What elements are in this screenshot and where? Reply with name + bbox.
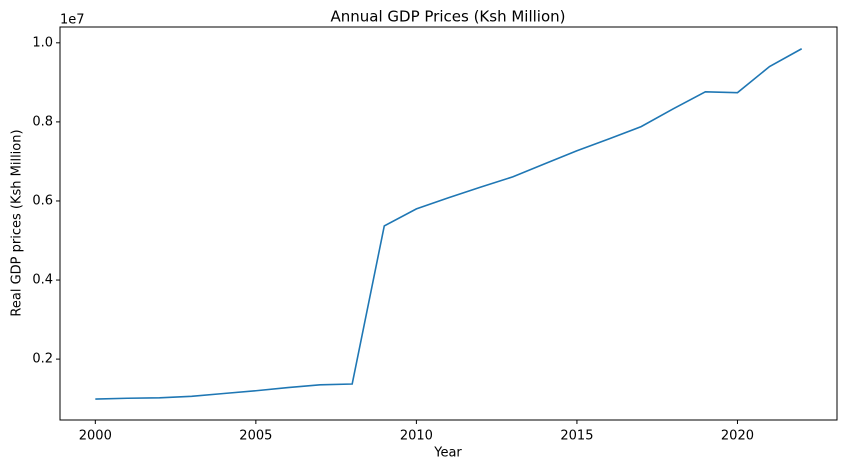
x-tick-label: 2010 bbox=[400, 429, 433, 444]
y-tick-label: 0.4 bbox=[32, 273, 53, 288]
y-tick-label: 0.2 bbox=[32, 352, 53, 367]
line bbox=[95, 48, 803, 400]
plot-frame bbox=[59, 26, 838, 421]
x-axis-label: Year bbox=[433, 446, 462, 461]
y-offset-label: 1e7 bbox=[60, 13, 85, 28]
x-tick-label: 2005 bbox=[239, 429, 272, 444]
y-tick-label: 1.0 bbox=[32, 35, 53, 50]
x-tick-label: 2020 bbox=[721, 429, 754, 444]
y-axis-label: Real GDP prices (Ksh Million) bbox=[10, 129, 25, 316]
x-tick-label: 2000 bbox=[79, 429, 112, 444]
chart-title: Annual GDP Prices (Ksh Million) bbox=[331, 8, 566, 26]
y-tick-label: 0.8 bbox=[32, 114, 53, 129]
y-tick-label: 0.6 bbox=[32, 193, 53, 208]
x-tick-label: 2015 bbox=[560, 429, 593, 444]
